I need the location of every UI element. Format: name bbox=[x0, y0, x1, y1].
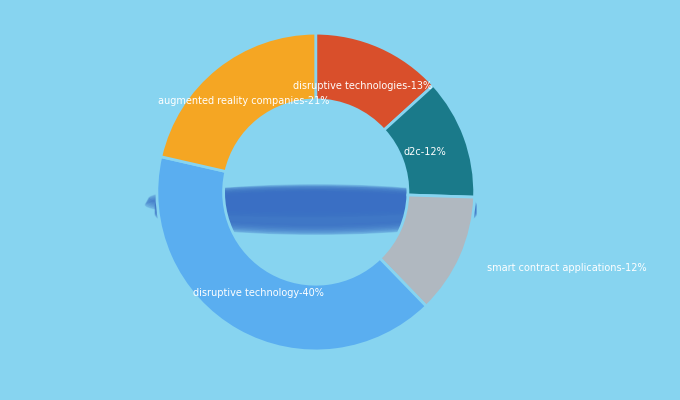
Ellipse shape bbox=[146, 192, 466, 216]
Text: d2c-12%: d2c-12% bbox=[403, 147, 446, 157]
Ellipse shape bbox=[146, 193, 466, 217]
Ellipse shape bbox=[155, 193, 476, 233]
Ellipse shape bbox=[155, 186, 476, 226]
Wedge shape bbox=[316, 33, 433, 130]
Ellipse shape bbox=[155, 194, 476, 234]
Wedge shape bbox=[161, 33, 316, 172]
Ellipse shape bbox=[155, 190, 476, 230]
Ellipse shape bbox=[155, 189, 476, 229]
Ellipse shape bbox=[148, 189, 469, 213]
Ellipse shape bbox=[147, 190, 467, 214]
Ellipse shape bbox=[155, 192, 476, 232]
Text: smart contract applications-12%: smart contract applications-12% bbox=[487, 263, 647, 273]
Ellipse shape bbox=[155, 185, 476, 225]
Wedge shape bbox=[157, 157, 426, 351]
Ellipse shape bbox=[155, 188, 476, 227]
Ellipse shape bbox=[149, 186, 470, 210]
Wedge shape bbox=[384, 85, 475, 197]
Wedge shape bbox=[380, 195, 475, 306]
Text: disruptive technologies-13%: disruptive technologies-13% bbox=[293, 81, 432, 91]
Text: augmented reality companies-21%: augmented reality companies-21% bbox=[158, 96, 329, 106]
Ellipse shape bbox=[148, 188, 469, 212]
Text: disruptive technology-40%: disruptive technology-40% bbox=[193, 288, 324, 298]
